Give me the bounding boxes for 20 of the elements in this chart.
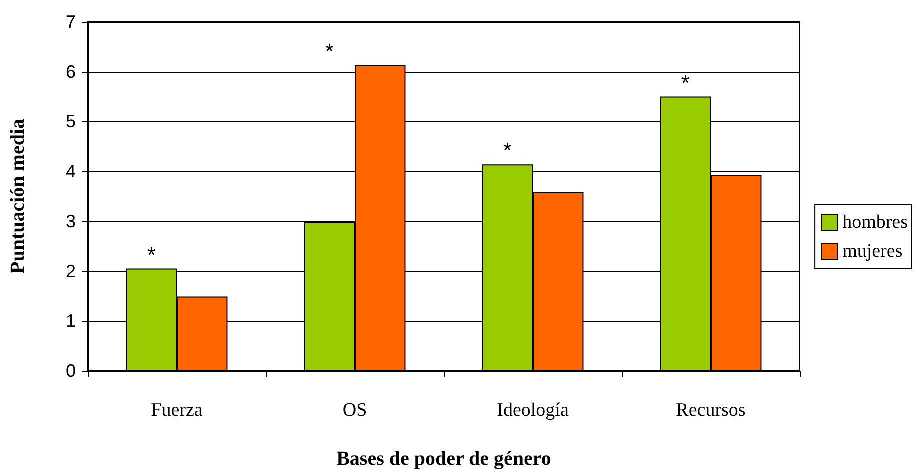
y-tick-label: 0: [66, 361, 76, 381]
annotation: *: [503, 138, 512, 164]
y-tick-label: 3: [66, 211, 76, 232]
x-tick-label: OS: [342, 400, 368, 421]
annotation: *: [147, 242, 156, 268]
y-tick-label: 1: [66, 311, 76, 332]
y-tick-label: 2: [66, 261, 76, 282]
x-tick-label: Ideología: [497, 400, 570, 421]
x-tick-label: Recursos: [676, 400, 746, 421]
y-tick-label: 6: [66, 62, 76, 82]
y-tick-label: 5: [66, 112, 76, 132]
x-tick-label: Fuerza: [151, 400, 204, 421]
annotation: *: [325, 38, 334, 64]
annotation: *: [681, 70, 690, 96]
legend-label: mujeres: [842, 241, 903, 262]
x-axis-title: Bases de poder de género: [336, 448, 552, 470]
y-tick-label: 4: [66, 162, 76, 182]
y-tick-label: 7: [66, 12, 76, 32]
legend-label: hombres: [842, 212, 908, 233]
y-axis-title: Puntuación media: [7, 118, 29, 274]
